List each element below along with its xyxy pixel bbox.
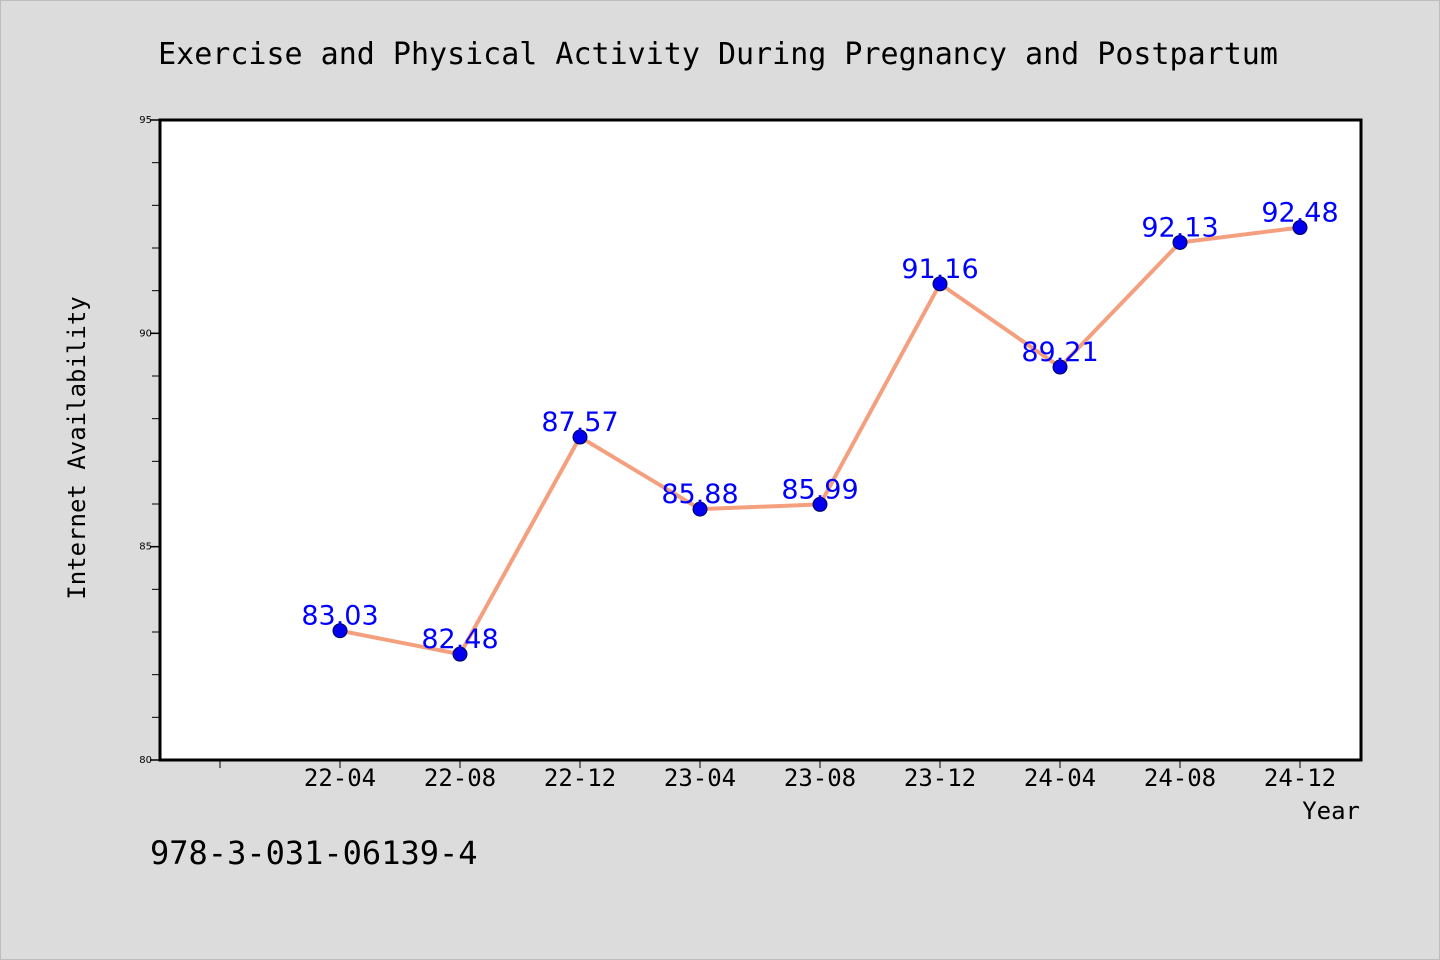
y-tick-label: 80 — [139, 755, 152, 766]
data-point — [452, 646, 468, 662]
x-tick-label: 22-08 — [424, 764, 496, 792]
x-tick-label: 23-04 — [664, 764, 736, 792]
data-label: 92.13 — [1141, 212, 1218, 243]
plot-area — [158, 118, 1363, 762]
isbn-footnote: 978-3-031-06139-4 — [150, 834, 478, 872]
data-labels: 83.03 82.48 87.57 85.88 85.99 91.16 89.21 92.13… — [301, 198, 1338, 656]
x-tick-label: 24-04 — [1024, 764, 1096, 792]
data-point — [812, 496, 828, 512]
data-label: 89.21 — [1021, 337, 1098, 368]
y-axis: 80 85 90 95 — [139, 115, 160, 766]
data-point — [1172, 234, 1188, 250]
data-point — [572, 429, 588, 445]
y-tick-label: 85 — [139, 542, 152, 553]
chart-title: Exercise and Physical Activity During Pr… — [158, 37, 1278, 72]
data-label: 91.16 — [901, 254, 978, 285]
x-axis: 22-04 22-08 22-12 23-04 23-08 23-12 24-04 24-08… — [219, 760, 1336, 792]
y-axis-label: Internet Availability — [63, 296, 91, 599]
x-tick-label: 24-08 — [1144, 764, 1216, 792]
x-tick-label: 24-12 — [1264, 764, 1336, 792]
data-point — [1052, 359, 1068, 375]
data-point — [692, 501, 708, 517]
x-tick-label: 23-12 — [904, 764, 976, 792]
x-tick-label: 22-04 — [304, 764, 376, 792]
data-label: 85.88 — [661, 479, 738, 510]
data-label: 85.99 — [781, 474, 858, 505]
data-point — [1292, 220, 1308, 236]
x-tick-label: 22-12 — [544, 764, 616, 792]
data-point — [332, 623, 348, 639]
data-label: 83.03 — [301, 601, 378, 632]
x-tick-label: 23-08 — [784, 764, 856, 792]
data-point — [932, 276, 948, 292]
series — [332, 220, 1308, 662]
data-label: 87.57 — [541, 407, 618, 438]
y-tick-label: 90 — [139, 328, 152, 339]
data-label: 82.48 — [421, 624, 498, 655]
data-label: 92.48 — [1261, 198, 1338, 229]
y-tick-label: 95 — [139, 115, 152, 126]
x-axis-label: Year — [1302, 797, 1360, 825]
